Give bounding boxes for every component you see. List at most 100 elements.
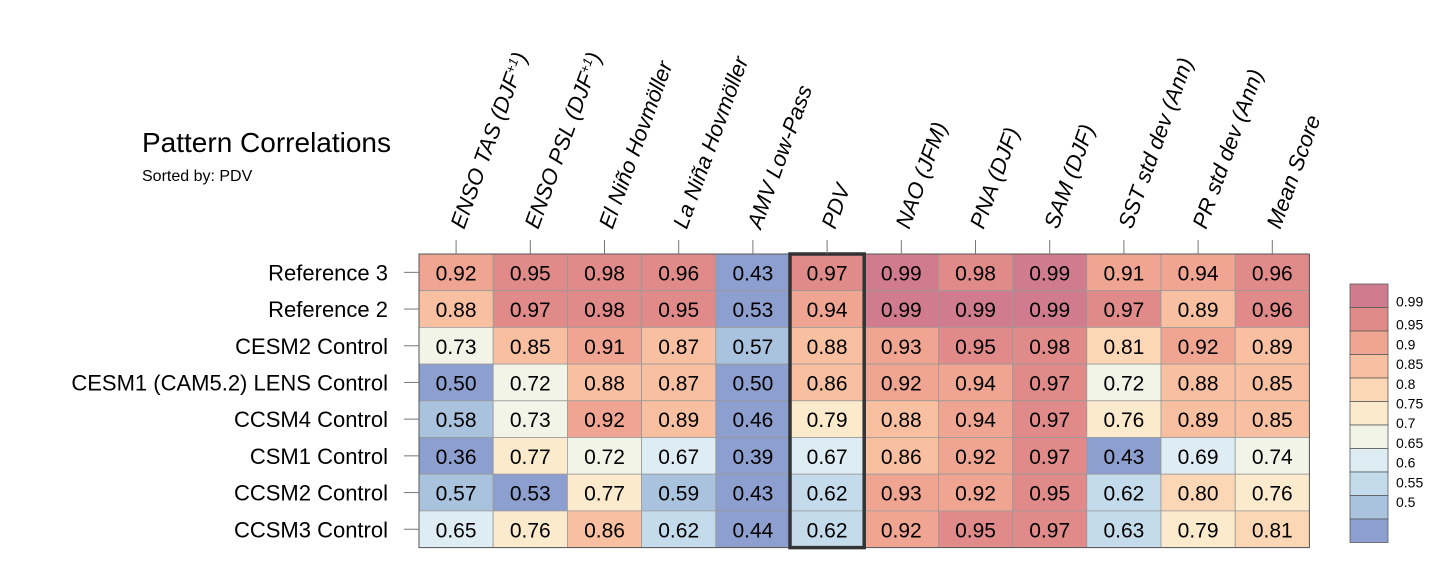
heatmap-cell (1086, 437, 1162, 475)
column-label-pna-djf: PNA (DJF) (965, 124, 1025, 232)
colorbar-swatch (1349, 330, 1389, 355)
column-label-pr-std-dev-ann: PR std dev (Ann) (1187, 66, 1268, 232)
chart-title: Pattern Correlations (142, 127, 392, 158)
cell-value: 0.50 (732, 372, 773, 395)
cell-value: 0.79 (807, 409, 848, 432)
cell-value: 0.98 (1029, 336, 1070, 359)
heatmap-cell (1160, 510, 1236, 548)
cell-value: 0.53 (732, 299, 773, 322)
cell-value: 0.92 (955, 483, 996, 506)
row-label-csm1-control: CSM1 Control (250, 444, 388, 469)
row-label-cesm1-cam5-2-lens-control: CESM1 (CAM5.2) LENS Control (71, 370, 388, 395)
cell-value: 0.50 (436, 372, 477, 395)
heatmap-cell (715, 437, 791, 475)
cell-value: 0.76 (510, 519, 551, 542)
column-label-el-ni-o-hovm-ller: El Niño Hovmöller (594, 56, 678, 232)
heatmap-cell (641, 253, 717, 292)
cell-value: 0.97 (807, 262, 848, 285)
row-label-reference-2: Reference 2 (268, 297, 388, 322)
cell-value: 0.99 (881, 299, 922, 322)
heatmap-cell (492, 437, 568, 475)
heatmap-cell (1086, 473, 1162, 512)
heatmap-cell (492, 253, 568, 292)
cell-value: 0.58 (436, 409, 477, 432)
cell-value: 0.43 (1103, 446, 1144, 469)
cell-value: 0.92 (881, 372, 922, 395)
heatmap-cell (863, 510, 939, 548)
cell-value: 0.93 (881, 483, 922, 506)
heatmap-cell (715, 326, 791, 365)
cell-value: 0.69 (1178, 446, 1219, 469)
heatmap-cell (1012, 290, 1088, 328)
cell-value: 0.94 (807, 299, 848, 322)
heatmap-cell (418, 290, 494, 328)
heatmap-cell (938, 326, 1014, 365)
cell-value: 0.94 (955, 409, 996, 432)
heatmap-cell (418, 326, 494, 365)
row-label-ccsm4-control: CCSM4 Control (234, 407, 388, 432)
cell-value: 0.96 (1252, 262, 1293, 285)
heatmap-cell (492, 290, 568, 328)
colorbar-swatch (1349, 424, 1389, 449)
column-label-la-ni-a-hovm-ller: La Niña Hovmöller (668, 52, 754, 232)
cell-value: 0.81 (1252, 519, 1293, 542)
heatmap-cell (1086, 326, 1162, 365)
heatmap-cell (715, 473, 791, 512)
colorbar-swatch (1349, 448, 1389, 473)
cell-value: 0.59 (658, 483, 699, 506)
colorbar-swatch (1349, 401, 1389, 426)
cell-value: 0.62 (807, 483, 848, 506)
cell-value: 0.99 (1029, 299, 1070, 322)
heatmap-cell (641, 400, 717, 438)
cell-value: 0.92 (955, 446, 996, 469)
cell-value: 0.97 (510, 299, 551, 322)
cell-value: 0.85 (1252, 372, 1293, 395)
heatmap-cell (418, 437, 494, 475)
heatmap-cell (789, 473, 865, 512)
column-label-enso-tas-djf-1: ENSO TAS (DJF+1) (445, 49, 532, 232)
colorbar-label: 0.85 (1396, 356, 1423, 372)
colorbar: 0.99 0.95 0.9 0.85 0.8 0.75 0.7 0.65 0.6 0.55 0.5 (1349, 283, 1423, 543)
cell-value: 0.95 (955, 519, 996, 542)
cell-value: 0.91 (1103, 262, 1144, 285)
colorbar-label: 0.55 (1396, 474, 1423, 490)
heatmap-cell (863, 473, 939, 512)
colorbar-swatch (1349, 518, 1389, 543)
cell-value: 0.94 (955, 372, 996, 395)
cell-value: 0.73 (436, 336, 477, 359)
cell-value: 0.72 (1103, 372, 1144, 395)
cell-value: 0.73 (510, 409, 551, 432)
heatmap-cell (641, 473, 717, 512)
colorbar-label: 0.99 (1396, 293, 1423, 309)
cell-value: 0.88 (881, 409, 922, 432)
cell-value: 0.96 (658, 262, 699, 285)
heatmap-cell (418, 473, 494, 512)
cell-value: 0.43 (732, 262, 773, 285)
colorbar-label: 0.9 (1396, 336, 1416, 352)
heatmap-cell (1234, 400, 1310, 438)
heatmap-cell (715, 363, 791, 402)
column-label-mean-score: Mean Score (1262, 112, 1326, 232)
cell-value: 0.87 (658, 336, 699, 359)
colorbar-swatch (1349, 495, 1389, 520)
heatmap-cell (1234, 510, 1310, 548)
cell-value: 0.92 (1178, 336, 1219, 359)
heatmap-cell (938, 290, 1014, 328)
heatmap-cell (567, 326, 643, 365)
cell-value: 0.79 (1178, 519, 1219, 542)
cell-value: 0.72 (510, 372, 551, 395)
heatmap-cell (641, 510, 717, 548)
cell-value: 0.98 (584, 262, 625, 285)
heatmap-cell (492, 363, 568, 402)
heatmap-cell (938, 363, 1014, 402)
cell-value: 0.94 (1178, 262, 1219, 285)
heatmap-cells: 0.92 0.95 0.98 0.96 0.43 0.97 0.99 0.98 0.99 0.91… (418, 253, 1310, 548)
chart-title-block: Pattern Correlations Sorted by: PDV (142, 126, 391, 187)
colorbar-swatch (1349, 283, 1389, 308)
row-label-ccsm3-control: CCSM3 Control (234, 517, 388, 542)
heatmap-cell (1012, 326, 1088, 365)
colorbar-label: 0.75 (1396, 395, 1423, 411)
cell-value: 0.53 (510, 483, 551, 506)
cell-value: 0.44 (732, 519, 773, 542)
